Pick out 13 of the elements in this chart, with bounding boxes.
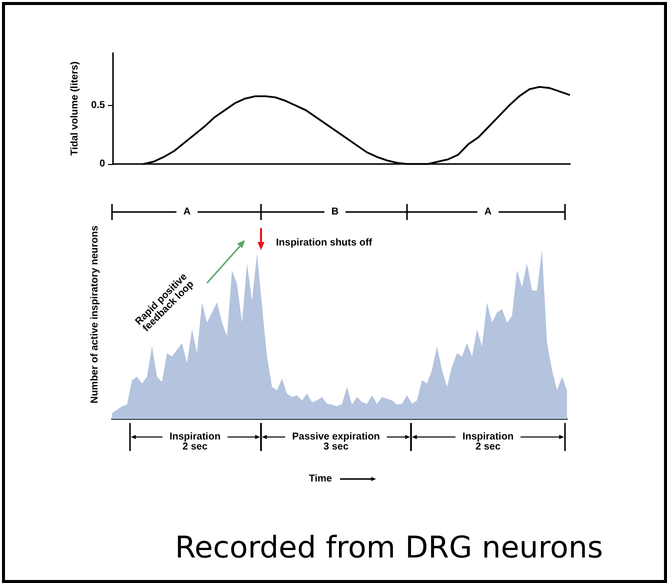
text: A [183,206,191,218]
text: Recorded from DRG neurons [175,530,603,566]
text: Inspiration 2 sec [462,432,514,452]
text: A [484,206,492,218]
y-axis-title: Tidal volume (liters) [70,61,81,156]
y-tick-label: 0.5 [91,100,106,112]
x-axis-title: Time [308,474,332,484]
text: Passive expiration 3 sec [292,432,380,452]
text: B [331,206,339,218]
text: Inspiration shuts off [276,238,373,248]
text: Inspiration 2 sec [169,432,221,452]
y-tick-label: 0 [99,158,106,170]
y-axis-title: Number of active inspiratory neurons [90,225,100,404]
